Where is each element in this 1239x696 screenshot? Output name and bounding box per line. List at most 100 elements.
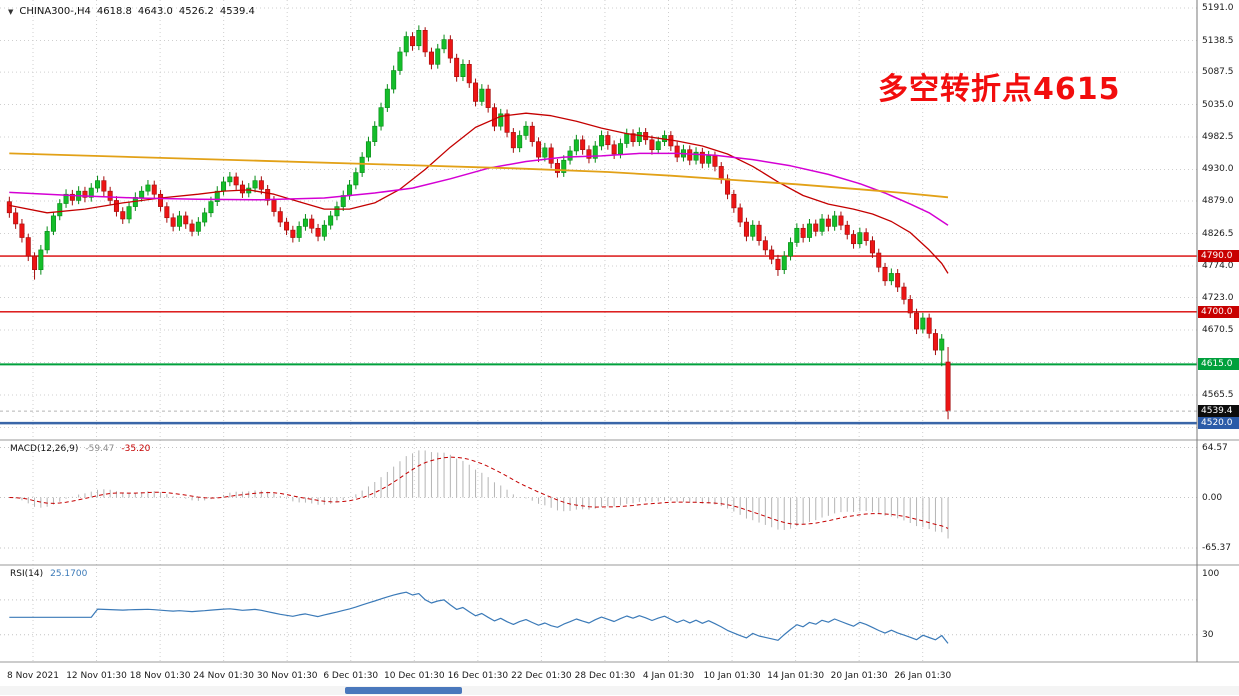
candle-body xyxy=(674,145,680,158)
candle-body xyxy=(907,299,913,314)
candle-body xyxy=(876,252,882,268)
candle-body xyxy=(258,180,264,190)
candle-body xyxy=(321,224,327,237)
candle-body xyxy=(832,215,838,227)
candle-body xyxy=(359,156,365,173)
mid-ma-line xyxy=(9,152,949,226)
candle-body xyxy=(391,70,397,90)
candle-body xyxy=(176,215,182,227)
candle-body xyxy=(592,145,598,159)
candle-body xyxy=(851,234,857,245)
candle-body xyxy=(605,135,611,146)
candle-body xyxy=(888,273,894,282)
candle-body xyxy=(460,64,466,78)
candle-body xyxy=(485,88,491,108)
candle-body xyxy=(573,139,579,152)
candle-body xyxy=(800,227,806,238)
candle-body xyxy=(857,232,863,245)
candle-body xyxy=(523,125,529,136)
candle-body xyxy=(863,232,869,241)
candle-body xyxy=(63,193,69,204)
candle-body xyxy=(44,231,50,251)
candle-body xyxy=(580,139,586,151)
candle-body xyxy=(214,190,220,202)
candle-body xyxy=(945,361,951,412)
candle-body xyxy=(296,226,302,238)
candle-body xyxy=(498,113,504,127)
candle-body xyxy=(277,211,283,223)
candle-body xyxy=(164,206,170,219)
candle-body xyxy=(769,249,775,260)
candle-body xyxy=(57,203,63,217)
candle-body xyxy=(284,221,290,231)
macd-signal-line xyxy=(9,456,949,529)
candle-body xyxy=(32,255,38,271)
candle-body xyxy=(466,64,472,84)
candle-body xyxy=(183,215,189,225)
candle-body xyxy=(410,36,416,47)
candle-body xyxy=(189,223,195,232)
candle-body xyxy=(630,133,636,142)
candle-body xyxy=(649,139,655,151)
candle-body xyxy=(737,207,743,223)
candle-body xyxy=(655,141,661,151)
candle-body xyxy=(479,88,485,102)
candle-body xyxy=(548,147,554,164)
candle-body xyxy=(416,30,422,47)
candle-body xyxy=(107,190,113,201)
candle-body xyxy=(208,201,214,214)
candle-body xyxy=(290,229,296,238)
candle-body xyxy=(554,163,560,173)
candle-body xyxy=(473,82,479,102)
candle-body xyxy=(50,215,56,232)
candle-body xyxy=(239,184,245,194)
candle-body xyxy=(302,218,308,227)
candle-body xyxy=(775,258,781,271)
candle-body xyxy=(13,212,19,225)
candle-body xyxy=(706,155,712,164)
candle-body xyxy=(599,135,605,147)
candle-body xyxy=(712,155,718,167)
candle-body xyxy=(145,184,151,192)
candle-body xyxy=(441,39,447,50)
candle-body xyxy=(271,200,277,212)
candle-body xyxy=(126,206,132,220)
rsi-line xyxy=(9,591,949,644)
candle-body xyxy=(636,132,642,142)
candle-body xyxy=(139,190,145,198)
candle-body xyxy=(624,133,630,144)
candle-body xyxy=(38,249,44,271)
candle-body xyxy=(731,193,737,209)
candle-body xyxy=(315,227,321,237)
candle-body xyxy=(435,48,441,65)
candle-body xyxy=(221,181,227,192)
candle-body xyxy=(202,212,208,223)
candle-body xyxy=(756,224,762,241)
candle-body xyxy=(372,125,378,142)
candle-body xyxy=(101,180,107,192)
candle-body xyxy=(920,317,926,330)
candle-body xyxy=(378,107,384,127)
candle-body xyxy=(788,242,794,257)
candle-body xyxy=(170,217,176,227)
candle-body xyxy=(617,143,623,155)
candle-body xyxy=(819,218,825,232)
candle-body xyxy=(914,312,920,330)
candle-body xyxy=(233,176,239,186)
candle-body xyxy=(895,273,901,288)
candle-body xyxy=(939,338,945,351)
candle-body xyxy=(158,193,164,207)
candle-body xyxy=(403,36,409,53)
candle-body xyxy=(447,39,453,59)
candle-body xyxy=(693,151,699,161)
slow-ma-line xyxy=(9,152,949,199)
candle-body xyxy=(932,333,938,351)
candle-body xyxy=(252,180,258,189)
candle-body xyxy=(825,218,831,227)
candle-body xyxy=(838,215,844,226)
candle-body xyxy=(794,227,800,243)
candle-body xyxy=(750,224,756,237)
candle-body xyxy=(454,57,460,78)
